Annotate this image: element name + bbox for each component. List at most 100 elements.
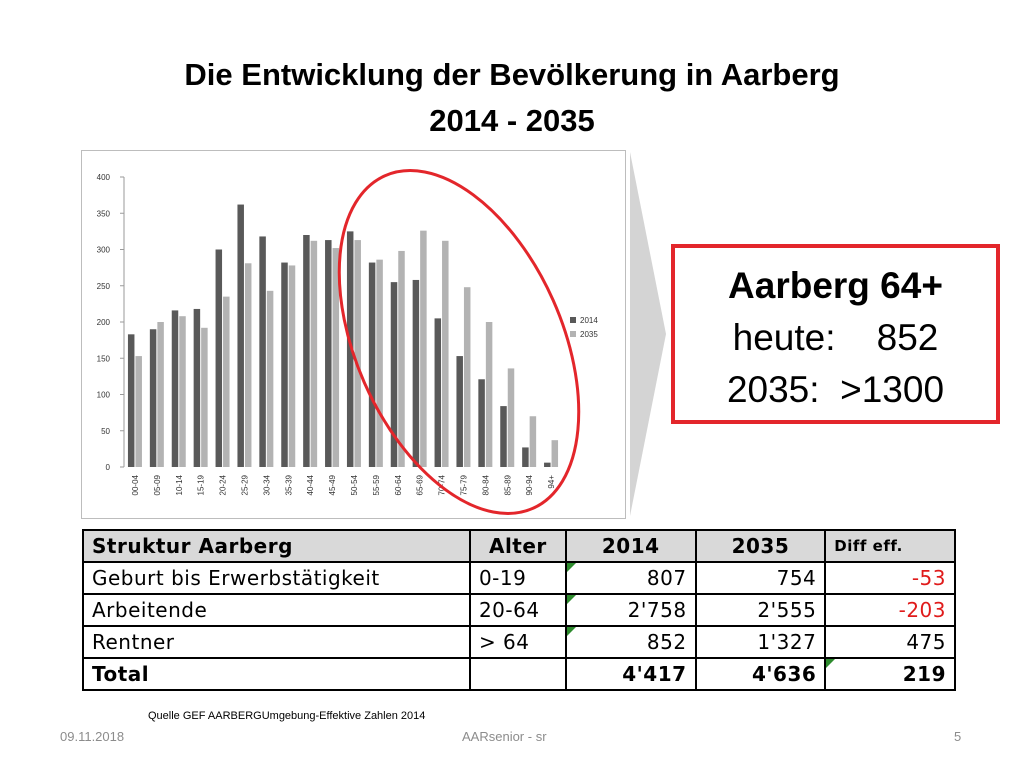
row-2014-value: 807 [646,566,687,590]
callout-headline: Aarberg 64+ [728,265,943,306]
callout-2035: 2035: >1300 [726,369,945,410]
bar-2014 [500,406,507,467]
footer-date: 09.11.2018 [60,729,125,744]
x-tick-label: 25-29 [240,474,249,495]
bar-2014 [259,236,266,467]
x-tick-label: 30-34 [262,474,271,495]
row-2035: 2'555 [694,593,827,627]
row-diff: 475 [824,625,956,659]
row-label: Arbeitende [82,593,471,627]
bar-2035 [529,416,537,467]
x-tick-label: 00-04 [131,474,140,495]
row-2014: 2'758 [564,593,697,627]
bar-2035 [485,322,493,467]
row-2014-value: 852 [646,630,687,654]
bar-2014 [456,356,463,467]
bar-2014 [127,334,135,467]
y-tick-label: 50 [101,427,110,436]
total-2014: 4'417 [564,657,697,691]
x-tick-label: 75-79 [459,474,468,495]
header-diff: Diff eff. [824,529,956,563]
row-2014: 852 [564,625,697,659]
row-2035: 1'327 [694,625,827,659]
table-row: Geburt bis Erwerbstätigkeit 0-19 807 754… [82,561,956,595]
header-2035: 2035 [694,529,827,563]
total-label: Total [82,657,471,691]
x-tick-label: 60-64 [394,474,403,495]
bar-2014 [149,329,157,467]
row-age: 0-19 [468,561,567,595]
bar-2035 [288,265,296,467]
bar-2014 [368,262,376,467]
header-structure: Struktur Aarberg [82,529,471,563]
bar-2014 [390,282,398,467]
total-diff: 219 [824,657,956,691]
x-tick-label: 50-54 [350,474,359,495]
comment-flag-icon [566,627,576,636]
bar-2035 [244,263,252,467]
x-tick-label: 35-39 [284,474,293,495]
x-tick-label: 70-74 [438,474,447,495]
title-line-1: Die Entwicklung der Bevölkerung in Aarbe… [184,57,840,92]
bar-2035 [223,296,230,467]
bar-2014 [171,310,179,467]
bar-2035 [310,240,318,467]
row-2014-value: 2'758 [627,598,687,622]
title-line-2: 2014 - 2035 [429,103,595,138]
highlight-ellipse [337,169,581,515]
bar-2014 [325,240,332,467]
y-tick-label: 200 [97,318,111,327]
total-diff-value: 219 [902,662,946,686]
x-tick-label: 20-24 [219,474,228,495]
bar-2014 [346,231,354,467]
legend-label: 2035 [580,330,598,339]
x-tick-label: 80-84 [481,474,490,495]
bar-2035 [376,259,383,467]
bar-2035 [332,248,340,467]
bar-2035 [551,440,559,467]
legend-label: 2014 [580,316,598,325]
source-note: Quelle GEF AARBERGUmgebung-Effektive Zah… [148,710,426,722]
row-diff: -203 [824,593,956,627]
footer-center: AARsenior - sr [462,729,547,744]
bar-2014 [193,308,201,467]
table-row: Rentner > 64 852 1'327 475 [82,625,956,659]
x-tick-label: 90-94 [525,474,534,495]
bar-2014 [215,249,223,467]
bar-2014 [478,379,485,467]
total-2035: 4'636 [694,657,827,691]
bar-2035 [135,356,142,467]
row-age: > 64 [468,625,567,659]
bar-2014 [544,462,551,467]
x-tick-label: 94+ [547,475,556,489]
y-tick-label: 400 [97,173,111,182]
bar-2014 [281,262,288,467]
y-tick-label: 0 [106,463,111,472]
y-tick-label: 250 [97,282,111,291]
x-tick-label: 05-09 [153,474,162,495]
bar-2014 [434,318,442,467]
x-tick-label: 85-89 [503,474,512,495]
bar-2035 [266,290,274,467]
row-2014: 807 [564,561,697,595]
chart-svg: 0 50 100 150 200 250 300 350 400 00-04 05-09 10-14 1… [97,169,598,515]
row-diff: -53 [824,561,956,595]
x-tick-label: 45-49 [328,474,337,495]
table-header-row: Struktur Aarberg Alter 2014 2035 Diff ef… [82,529,956,563]
y-tick-label: 350 [97,209,111,218]
bar-2035 [442,240,449,467]
table-row: Arbeitende 20-64 2'758 2'555 -203 [82,593,956,627]
row-2035: 754 [694,561,827,595]
footer-page-number: 5 [954,729,962,744]
total-age [468,657,567,691]
callout-today: heute: 852 [732,317,939,358]
arrow-chevron-icon [630,152,666,516]
x-tick-label: 65-69 [416,474,425,495]
slide-title: Die Entwicklung der Bevölkerung in Aarbe… [100,52,924,144]
bar-2035 [507,368,515,467]
table-total-row: Total 4'417 4'636 219 [82,657,956,691]
comment-flag-icon [826,659,836,668]
x-tick-label: 15-19 [197,474,206,495]
header-age: Alter [468,529,567,563]
y-tick-label: 300 [97,246,111,255]
